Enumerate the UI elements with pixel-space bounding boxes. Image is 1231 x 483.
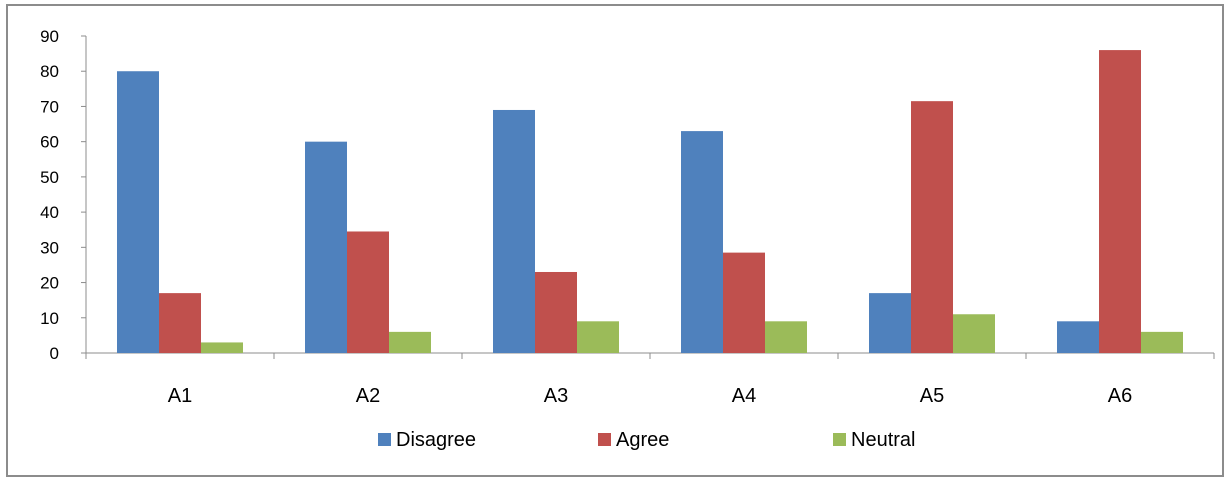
bar-disagree-a5: [869, 293, 911, 353]
legend-label-neutral: Neutral: [851, 429, 915, 451]
bar-disagree-a1: [117, 71, 159, 353]
bar-neutral-a4: [765, 321, 807, 353]
x-category-label: A5: [920, 385, 944, 407]
bars: [117, 50, 1183, 354]
y-tick-label: 40: [40, 203, 59, 222]
y-tick-label: 70: [40, 97, 59, 116]
bar-agree-a5: [911, 101, 953, 354]
legend-swatch-neutral: [833, 433, 846, 446]
bar-agree-a1: [159, 293, 201, 353]
x-category-label: A3: [544, 385, 568, 407]
bar-neutral-a6: [1141, 331, 1183, 353]
y-tick-label: 10: [40, 309, 59, 328]
bar-neutral-a5: [953, 314, 995, 353]
x-category-label: A2: [356, 385, 380, 407]
bar-agree-a2: [347, 231, 389, 353]
bar-agree-a6: [1099, 50, 1141, 353]
bar-disagree-a2: [305, 141, 347, 353]
y-tick-label: 60: [40, 133, 59, 152]
legend-swatch-agree: [598, 433, 611, 446]
y-tick-label: 30: [40, 238, 59, 257]
y-tick-label: 50: [40, 168, 59, 187]
y-tick-label: 80: [40, 62, 59, 81]
bar-agree-a3: [535, 271, 577, 353]
bar-neutral-a1: [201, 342, 243, 353]
chart-frame: [6, 4, 1224, 477]
bar-disagree-a3: [493, 109, 535, 353]
legend-label-disagree: Disagree: [396, 429, 476, 451]
y-tick-label: 20: [40, 274, 59, 293]
legend-swatch-disagree: [378, 433, 391, 446]
y-tick-label: 90: [40, 27, 59, 46]
bar-disagree-a4: [681, 131, 723, 353]
x-axis: A1 A2 A3 A4 A5 A6: [85, 352, 1215, 407]
bar-neutral-a3: [577, 321, 619, 353]
bar-disagree-a6: [1057, 321, 1099, 353]
x-category-label: A4: [732, 385, 756, 407]
bar-agree-a4: [723, 252, 765, 353]
legend: Disagree Agree Neutral: [378, 429, 915, 451]
x-category-label: A1: [168, 385, 192, 407]
legend-label-agree: Agree: [616, 429, 669, 451]
y-tick-label: 0: [50, 344, 59, 363]
bar-neutral-a2: [389, 331, 431, 353]
y-axis: 0 10 20 30 40 50 60 70 80 90: [40, 27, 87, 363]
x-category-label: A6: [1108, 385, 1132, 407]
